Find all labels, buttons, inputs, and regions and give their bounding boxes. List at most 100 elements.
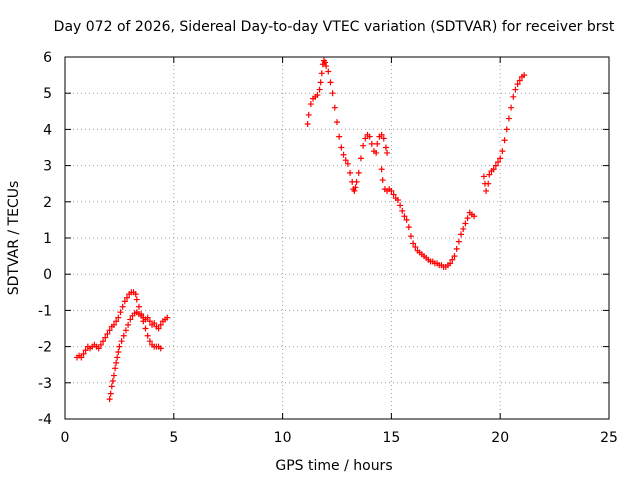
data-point [407,233,414,240]
data-point [516,77,523,84]
data-point [122,327,129,334]
data-point [447,260,454,267]
data-point [304,120,311,127]
y-axis-label: SDTVAR / TECUs [6,181,22,296]
data-point [142,325,149,332]
data-point [78,354,85,361]
data-point [336,133,343,140]
y-tick-label: -3 [38,376,52,392]
data-point [125,321,132,328]
data-point [380,135,387,142]
data-point [115,349,122,356]
data-point [157,321,164,328]
data-point [113,359,120,366]
x-tick-label: 0 [61,430,70,446]
data-point [124,294,131,301]
data-point [485,180,492,187]
data-point [329,90,336,97]
data-point [323,63,330,70]
data-point [114,354,121,361]
data-point [347,169,354,176]
data-point [412,244,419,251]
data-point [151,320,158,327]
data-point [512,86,519,93]
data-point [106,396,113,403]
data-point [318,70,325,77]
y-tick-label: 0 [43,267,52,283]
data-point [374,140,381,147]
data-point [483,187,490,194]
data-point [508,104,515,111]
data-point [108,383,115,390]
data-point [490,166,497,173]
data-point [331,104,338,111]
data-point [390,191,397,198]
data-point [112,365,119,372]
y-tick-label: 5 [43,86,52,102]
data-point [325,68,332,75]
x-tick-label: 5 [169,430,178,446]
data-point [132,291,139,298]
data-point [401,213,408,220]
data-point [510,93,517,100]
data-point [399,207,406,214]
data-point [499,148,506,155]
data-point [110,372,117,379]
data-point [118,338,125,345]
y-tick-label: 1 [43,231,52,247]
data-point [460,225,467,232]
data-point [119,303,126,310]
data-point [505,115,512,122]
data-point [397,202,404,209]
y-tick-label: -1 [38,303,52,319]
data-point [514,81,521,88]
data-point [351,187,358,194]
data-point [121,298,128,305]
data-point [366,133,373,140]
data-point [95,345,102,352]
data-point [403,216,410,223]
x-tick-label: 25 [600,430,618,446]
data-point [378,166,385,173]
data-point [410,240,417,247]
x-tick-label: 10 [274,430,292,446]
data-point [495,158,502,165]
y-tick-label: 3 [43,159,52,175]
grid-lines [65,57,609,419]
y-tick-label: 4 [43,122,52,138]
data-point [405,224,412,231]
data-series-sdtvar [73,57,528,403]
data-point [305,111,312,118]
data-point [97,341,104,348]
data-point [82,347,89,354]
y-tick-label: 2 [43,195,52,211]
data-point [394,196,401,203]
data-point [449,256,456,263]
data-point [464,215,471,222]
y-tick-label: -2 [38,340,52,356]
data-point [144,332,151,339]
data-point [368,140,375,147]
chart-title: Day 072 of 2026, Sidereal Day-to-day VTE… [54,19,615,35]
data-point [379,177,386,184]
data-point [357,155,364,162]
x-axis-label: GPS time / hours [275,458,392,474]
data-point [100,338,107,345]
data-point [80,350,87,357]
data-point [373,149,380,156]
data-point [307,101,314,108]
data-point [104,330,111,337]
y-tick-label: 6 [43,50,52,66]
data-point [340,151,347,158]
y-tick-label: -4 [38,412,52,428]
data-point [503,126,510,133]
data-point [462,220,469,227]
data-point [453,245,460,252]
data-point [146,338,153,345]
data-point [322,59,329,66]
data-point [106,327,113,334]
data-point [521,72,528,79]
data-point [378,131,385,138]
data-point [342,157,349,164]
